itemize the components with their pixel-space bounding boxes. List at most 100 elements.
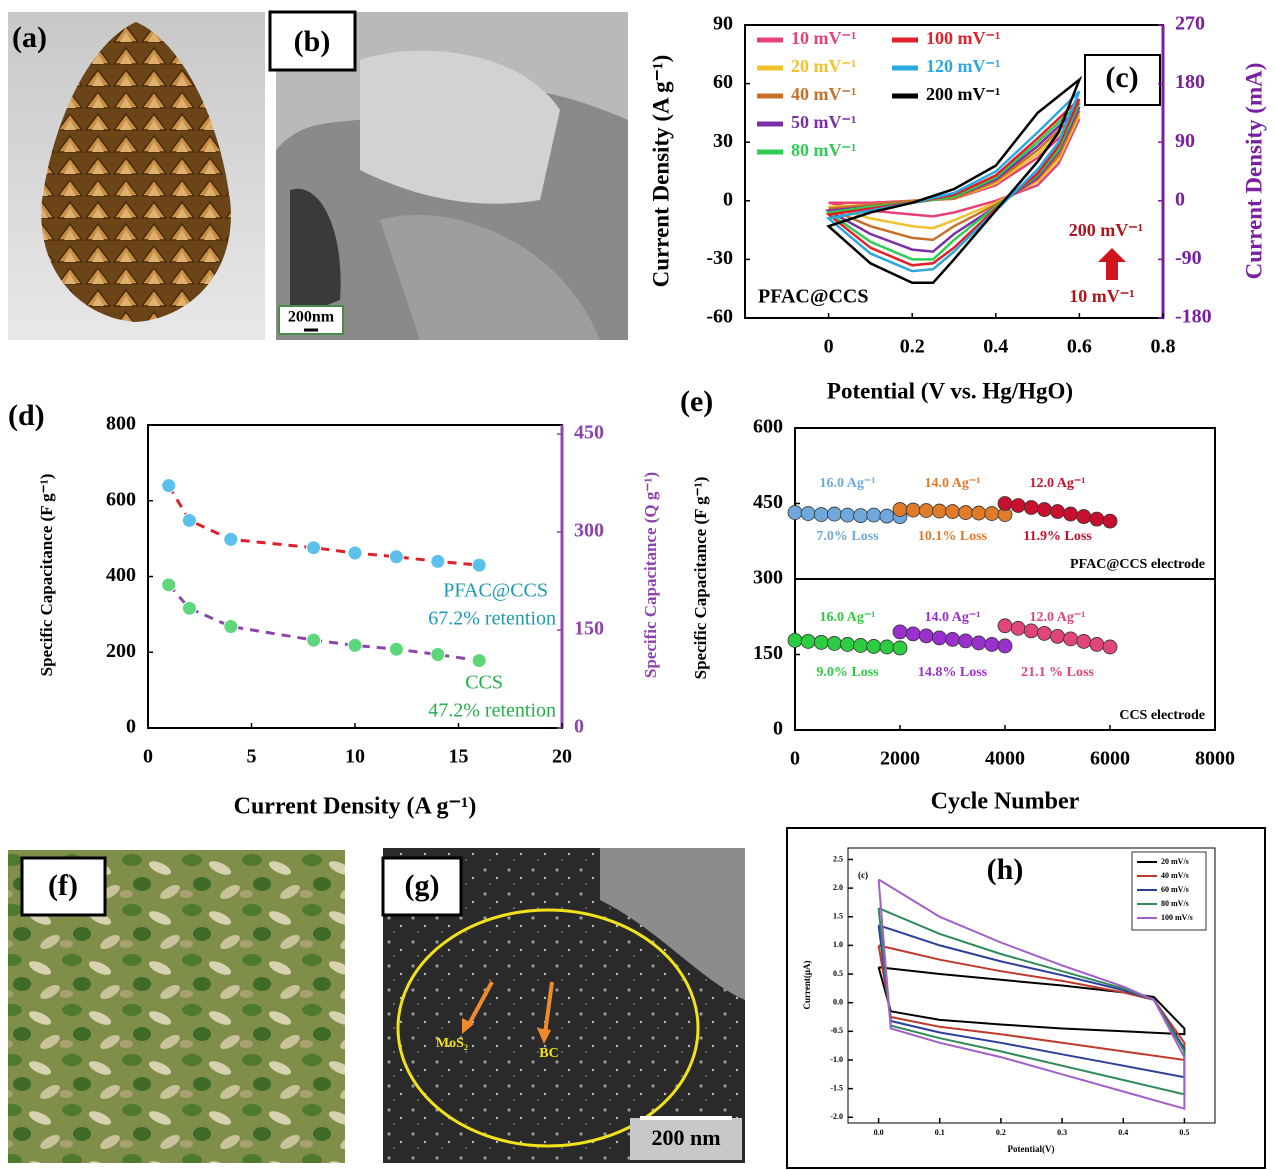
panel-label: (e) bbox=[680, 385, 713, 418]
data-point bbox=[893, 625, 907, 639]
annotation: MoS₂ bbox=[436, 1036, 468, 1051]
y2-axis-label: Specific Capacitance (Q g⁻¹) bbox=[641, 472, 660, 678]
panel-label: (h) bbox=[987, 853, 1024, 886]
y-tick-label: 0 bbox=[773, 718, 783, 740]
y-tick-label: 450 bbox=[753, 491, 783, 513]
annotation: PFAC@CCS bbox=[758, 286, 868, 308]
data-point bbox=[985, 507, 999, 521]
y-axis-label: Current(μA) bbox=[802, 961, 812, 1010]
y-tick-label: 800 bbox=[106, 413, 136, 435]
y-tick-label: 600 bbox=[753, 416, 783, 438]
data-point bbox=[959, 634, 973, 648]
data-point bbox=[801, 634, 815, 648]
y-tick-label: 0 bbox=[723, 188, 733, 210]
y2-tick-label: 300 bbox=[574, 520, 604, 542]
data-point bbox=[893, 503, 907, 517]
data-point bbox=[431, 554, 445, 568]
annotation: 10 mV⁻¹ bbox=[1069, 286, 1134, 306]
y2-tick-label: 150 bbox=[574, 618, 604, 640]
loss-label: 14.8% Loss bbox=[918, 665, 988, 680]
loss-label: 7.0% Loss bbox=[816, 529, 879, 544]
x-tick-label: 6000 bbox=[1090, 748, 1130, 770]
y-tick-label: 0.0 bbox=[833, 998, 843, 1007]
x-axis-label: Potential (V vs. Hg/HgO) bbox=[827, 378, 1073, 403]
legend-label: 50 mV⁻¹ bbox=[791, 112, 856, 132]
data-point bbox=[998, 639, 1012, 653]
data-point bbox=[841, 508, 855, 522]
data-point bbox=[946, 505, 960, 519]
data-point bbox=[1037, 626, 1051, 640]
data-point bbox=[307, 633, 321, 647]
legend-label: 120 mV⁻¹ bbox=[926, 56, 1000, 76]
y-tick-label: -30 bbox=[706, 247, 733, 269]
data-point bbox=[431, 648, 445, 662]
group-label: CCS electrode bbox=[1119, 708, 1205, 723]
data-point bbox=[348, 546, 362, 560]
data-point bbox=[224, 619, 238, 633]
y2-tick-label: 180 bbox=[1175, 71, 1205, 93]
y-tick-label: 300 bbox=[753, 567, 783, 589]
data-point bbox=[801, 507, 815, 521]
retention-label: 47.2% retention bbox=[428, 700, 556, 722]
data-point bbox=[998, 619, 1012, 633]
data-point bbox=[972, 636, 986, 650]
data-point bbox=[472, 558, 486, 572]
y-tick-label: -1.0 bbox=[830, 1055, 843, 1064]
scale-bar-label: 200 nm bbox=[651, 1125, 720, 1150]
x-tick-label: 2000 bbox=[880, 748, 920, 770]
x-axis-label: Cycle Number bbox=[931, 789, 1080, 815]
data-point bbox=[827, 507, 841, 521]
data-point bbox=[972, 506, 986, 520]
panel-label: (f) bbox=[48, 869, 78, 902]
y2-tick-label: 270 bbox=[1175, 13, 1205, 35]
data-point bbox=[932, 504, 946, 518]
x-tick-label: 0.8 bbox=[1151, 336, 1176, 358]
data-point bbox=[841, 637, 855, 651]
inset-label: (c) bbox=[858, 870, 868, 880]
data-point bbox=[880, 640, 894, 654]
data-point bbox=[307, 541, 321, 555]
panel-label: (b) bbox=[294, 25, 331, 58]
panel-label: (a) bbox=[12, 21, 47, 54]
data-point bbox=[1090, 637, 1104, 651]
data-point bbox=[919, 504, 933, 518]
y-tick-label: -2.0 bbox=[830, 1112, 843, 1121]
loss-label: 9.0% Loss bbox=[816, 665, 879, 680]
y2-tick-label: 90 bbox=[1175, 130, 1195, 152]
y-tick-label: 2.0 bbox=[833, 883, 843, 892]
x-tick-label: 0 bbox=[143, 746, 153, 768]
y2-tick-label: -90 bbox=[1175, 247, 1202, 269]
x-tick-label: 0.3 bbox=[1057, 1128, 1067, 1137]
data-point bbox=[985, 637, 999, 651]
data-point bbox=[389, 642, 403, 656]
rate-label: 16.0 Ag⁻¹ bbox=[820, 476, 876, 491]
panel-label: (g) bbox=[405, 869, 440, 902]
panel-label: (d) bbox=[8, 399, 45, 432]
y-tick-label: -60 bbox=[706, 306, 733, 328]
y-tick-label: 0 bbox=[126, 716, 136, 738]
y-axis-label: Current Density (A g⁻¹) bbox=[648, 55, 673, 288]
data-point bbox=[1011, 621, 1025, 635]
legend-label: 10 mV⁻¹ bbox=[791, 28, 856, 48]
rate-label: 14.0 Ag⁻¹ bbox=[925, 476, 981, 491]
retention-label: 67.2% retention bbox=[428, 608, 556, 630]
data-point bbox=[854, 509, 868, 523]
data-point bbox=[1090, 512, 1104, 526]
data-point bbox=[880, 509, 894, 523]
data-point bbox=[1064, 507, 1078, 521]
y-tick-label: 90 bbox=[713, 13, 733, 35]
data-point bbox=[1011, 499, 1025, 513]
data-point bbox=[182, 513, 196, 527]
rate-label: 12.0 Ag⁻¹ bbox=[1030, 476, 1086, 491]
data-point bbox=[788, 506, 802, 520]
trend-arrow bbox=[1098, 248, 1126, 280]
y-tick-label: -1.5 bbox=[830, 1083, 843, 1092]
x-tick-label: 5 bbox=[247, 746, 257, 768]
annotation: BC bbox=[539, 1046, 558, 1061]
data-point bbox=[906, 503, 920, 517]
y-tick-label: 150 bbox=[753, 642, 783, 664]
data-point bbox=[1077, 510, 1091, 524]
data-point bbox=[472, 654, 486, 668]
y-tick-label: 400 bbox=[106, 564, 136, 586]
legend-label: 20 mV⁻¹ bbox=[791, 56, 856, 76]
